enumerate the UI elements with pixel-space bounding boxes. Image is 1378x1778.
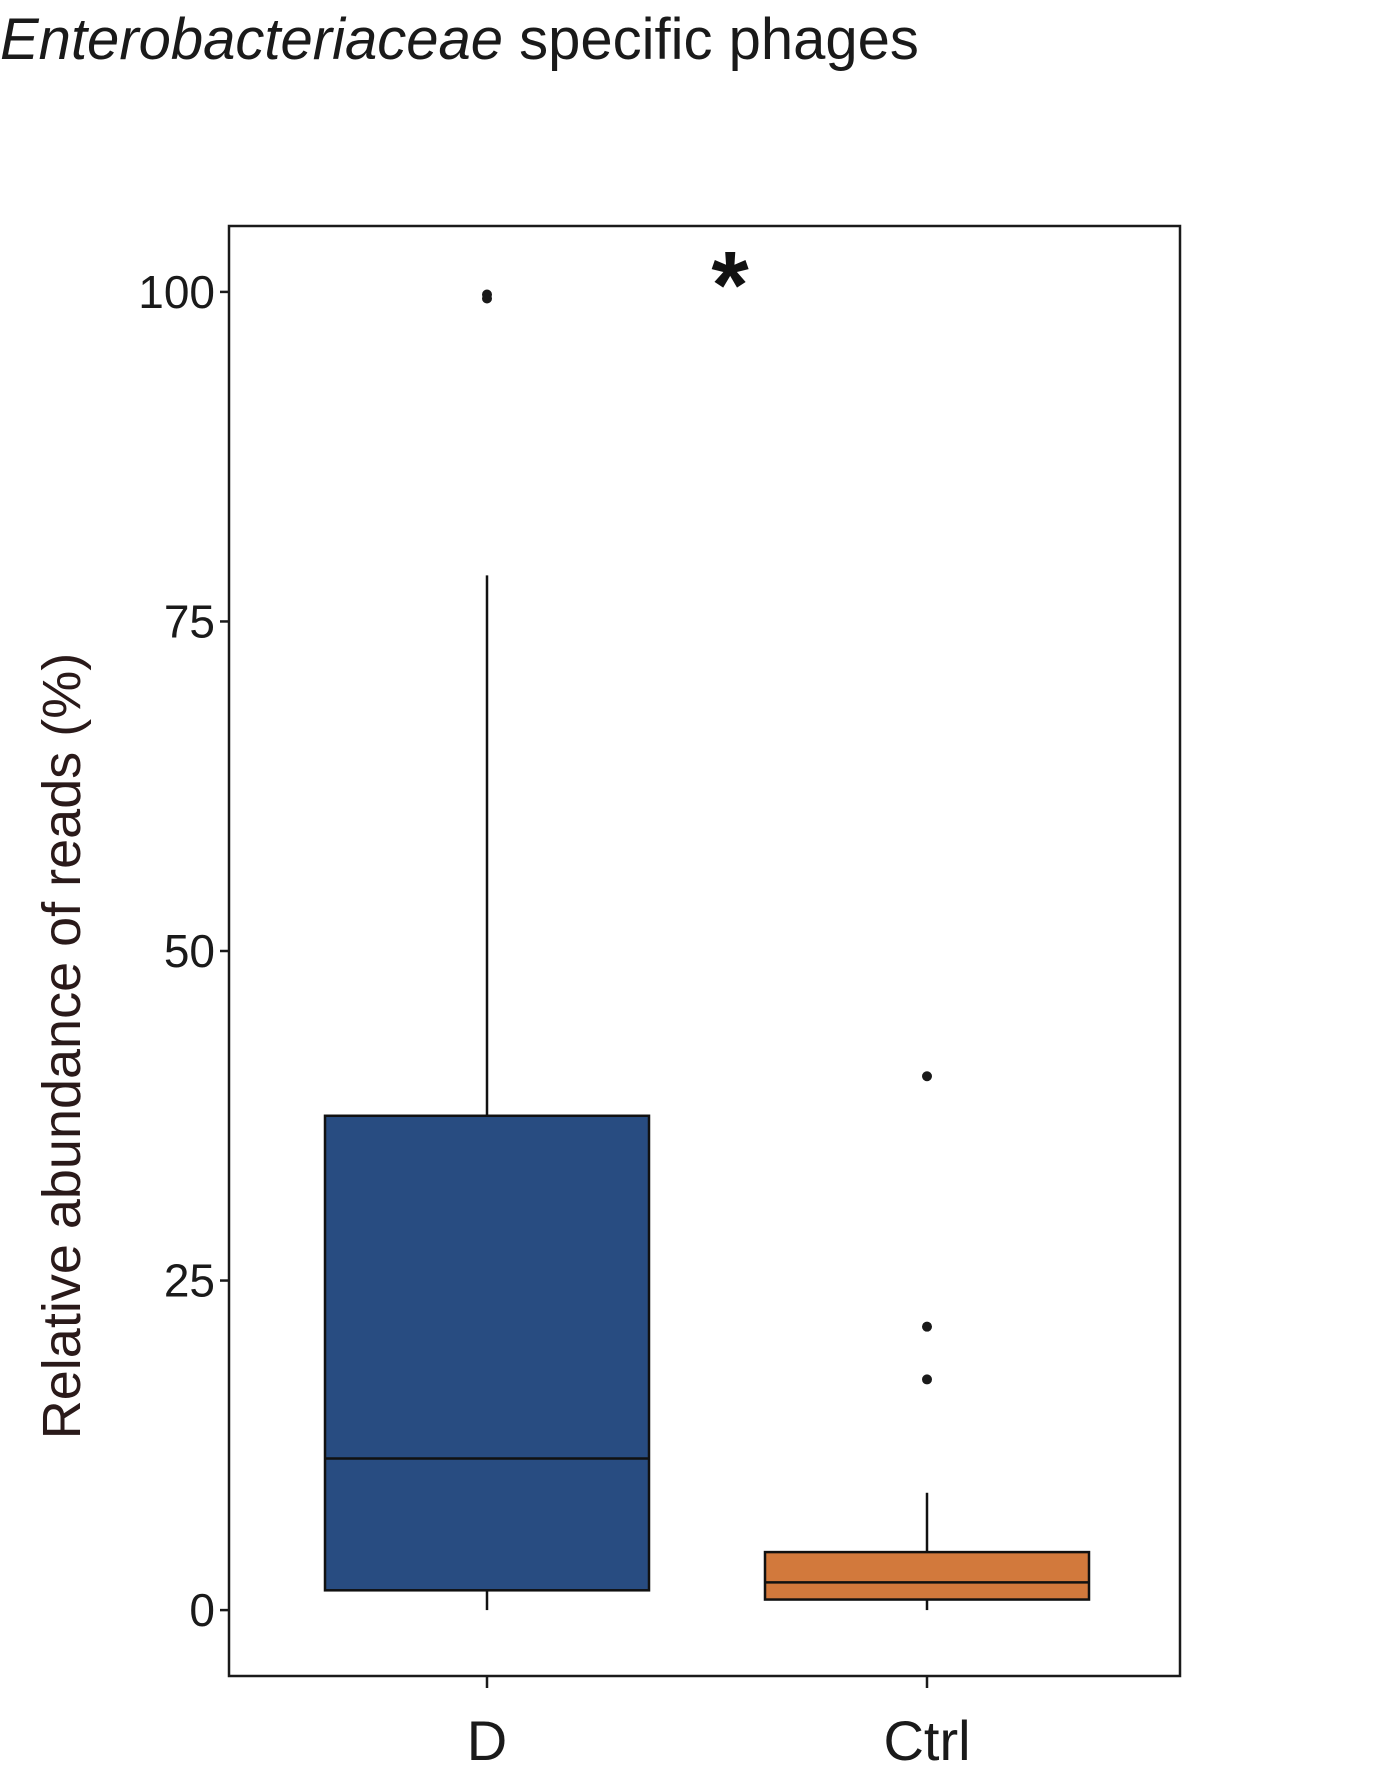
x-category-label: Ctrl [883,1709,970,1772]
chart-title-rest: specific phages [503,7,919,72]
y-axis-title-group: Relative abundance of reads (%) [32,653,92,1439]
outlier-point [482,289,492,300]
chart-title-italic: Enterobacteriaceae [0,7,503,72]
axes-group [220,224,1182,1688]
box-iqr [323,1114,651,1592]
y-axis-title: Relative abundance of reads (%) [32,653,92,1439]
y-tick-label: 0 [189,1584,215,1636]
y-tick-label: 100 [138,266,215,318]
y-tick-label: 75 [164,595,215,647]
labels-group: 0 25 50 75 100 D Ctrl * [138,232,970,1772]
y-tick-label: 50 [164,925,215,977]
x-category-label: D [467,1709,507,1772]
marks-group [323,289,1091,1611]
outlier-point [922,1374,932,1385]
significance-asterisk: * [711,232,749,339]
outlier-point [922,1071,932,1082]
box-iqr [763,1550,1091,1601]
chart-title: Enterobacteriaceae specific phages [0,0,1378,90]
y-tick-label: 25 [164,1255,215,1307]
outlier-point [922,1321,932,1332]
